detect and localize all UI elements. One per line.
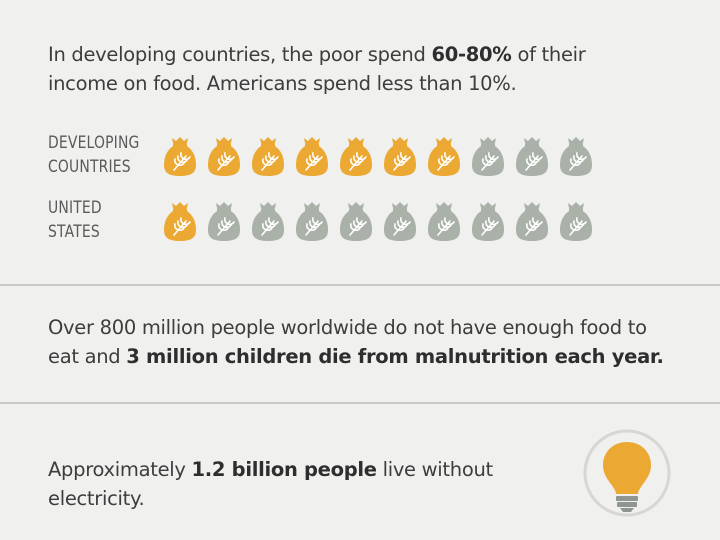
grain-sack-icon-empty: [559, 136, 593, 178]
grain-sack-icon-empty: [383, 201, 417, 243]
grain-sack-icon-filled: [295, 136, 329, 178]
grain-sack-icon-empty: [295, 201, 329, 243]
grain-sack-icon-empty: [471, 201, 505, 243]
grain-sack-icon-empty: [559, 201, 593, 243]
row-label-line: COUNTRIES: [48, 157, 131, 177]
bag-row-developing: [163, 136, 603, 178]
food-spending-text-end: of their income on food. Americans spend…: [48, 43, 586, 95]
section-divider: [0, 284, 720, 286]
grain-sack-icon-empty: [251, 201, 285, 243]
row-label-line: STATES: [48, 222, 100, 242]
hunger-text-start: Over 800 million people worldwide do not…: [48, 316, 647, 368]
grain-sack-icon-filled: [383, 136, 417, 178]
grain-sack-icon-filled: [163, 201, 197, 243]
grain-sack-icon-filled: [251, 136, 285, 178]
food-spending-text-start: In developing countries, the poor spend: [48, 43, 432, 66]
section-divider: [0, 402, 720, 404]
electricity-highlight: 1.2 billion people: [191, 458, 377, 481]
electricity-statement: Approximately 1.2 billion people live wi…: [48, 455, 588, 513]
bag-row-united-states: [163, 201, 603, 243]
grain-sack-icon-filled: [207, 136, 241, 178]
grain-sack-icon-filled: [427, 136, 461, 178]
electricity-text-start: Approximately: [48, 458, 192, 481]
food-spending-highlight: 60-80%: [431, 43, 512, 66]
lightbulb-icon: [582, 428, 672, 518]
hunger-highlight: 3 million children die from malnutrition…: [126, 345, 664, 368]
grain-sack-icon-empty: [471, 136, 505, 178]
row-label-developing: DEVELOPING COUNTRIES: [48, 131, 140, 179]
food-spending-statement: In developing countries, the poor spend …: [48, 40, 648, 98]
electricity-text-end: live without electricity.: [48, 458, 493, 510]
grain-sack-icon-empty: [207, 201, 241, 243]
grain-sack-icon-empty: [515, 201, 549, 243]
grain-sack-icon-filled: [339, 136, 373, 178]
grain-sack-icon-filled: [163, 136, 197, 178]
row-label-line: UNITED: [48, 198, 102, 218]
grain-sack-icon-empty: [427, 201, 461, 243]
grain-sack-icon-empty: [515, 136, 549, 178]
row-label-line: DEVELOPING: [48, 133, 140, 153]
grain-sack-icon-empty: [339, 201, 373, 243]
row-label-united-states: UNITED STATES: [48, 196, 102, 244]
hunger-statement: Over 800 million people worldwide do not…: [48, 313, 668, 371]
